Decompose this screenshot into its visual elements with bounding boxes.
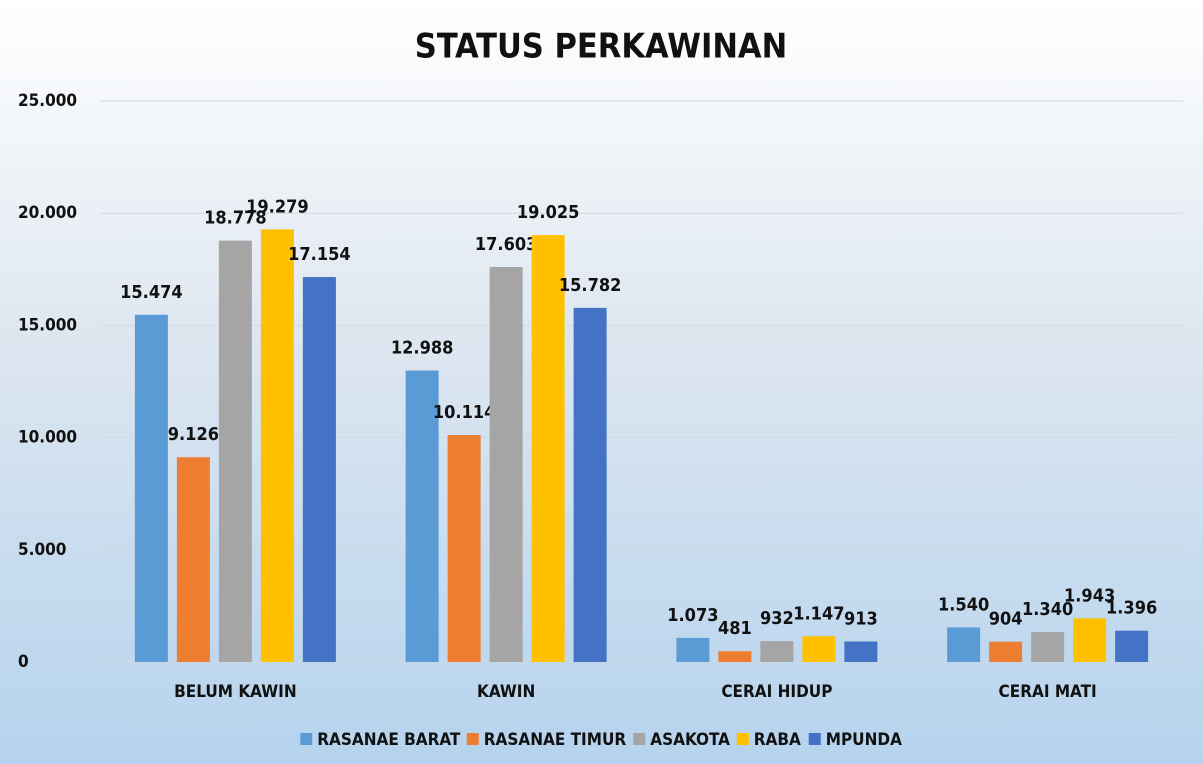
value-label: 481 bbox=[718, 618, 752, 639]
legend-label: RASANAE BARAT bbox=[317, 730, 461, 750]
bar bbox=[176, 457, 210, 662]
value-label: 19.279 bbox=[246, 196, 309, 217]
x-tick-label: CERAI HIDUP bbox=[721, 682, 832, 702]
y-tick-label: 15.000 bbox=[18, 315, 77, 335]
value-label: 1.147 bbox=[793, 603, 844, 624]
value-label: 1.340 bbox=[1022, 599, 1073, 620]
value-label: 1.540 bbox=[938, 594, 989, 615]
legend-label: RABA bbox=[754, 730, 801, 750]
bar bbox=[405, 370, 439, 662]
value-label: 17.154 bbox=[288, 244, 351, 265]
bar bbox=[989, 641, 1023, 662]
value-label: 1.396 bbox=[1106, 598, 1157, 619]
bar bbox=[844, 641, 878, 662]
bar bbox=[947, 627, 981, 662]
bar bbox=[573, 307, 607, 662]
bar bbox=[489, 266, 523, 662]
y-tick-label: 5.000 bbox=[18, 540, 66, 560]
value-label: 9.126 bbox=[168, 424, 219, 445]
legend-swatch bbox=[300, 733, 313, 745]
bar bbox=[760, 641, 794, 662]
legend-swatch bbox=[633, 733, 646, 745]
value-label: 913 bbox=[844, 609, 878, 630]
value-label: 1.073 bbox=[667, 605, 718, 626]
value-label: 1.943 bbox=[1064, 585, 1115, 606]
bar bbox=[134, 314, 168, 662]
legend-label: ASAKOTA bbox=[650, 730, 730, 750]
value-label: 932 bbox=[760, 608, 794, 629]
bar bbox=[1115, 630, 1149, 662]
legend-swatch bbox=[808, 733, 821, 745]
value-label: 904 bbox=[989, 609, 1023, 630]
bar bbox=[531, 235, 565, 663]
y-tick-label: 25.000 bbox=[18, 91, 77, 111]
bar bbox=[218, 240, 252, 662]
bar bbox=[718, 651, 752, 662]
y-tick-label: 20.000 bbox=[18, 203, 77, 223]
value-label: 15.474 bbox=[120, 282, 183, 303]
y-tick-label: 10.000 bbox=[18, 428, 77, 448]
bar bbox=[447, 435, 481, 662]
bar bbox=[1031, 631, 1065, 662]
x-tick-label: CERAI MATI bbox=[999, 682, 1097, 702]
value-label: 12.988 bbox=[391, 338, 454, 359]
value-label: 19.025 bbox=[517, 202, 580, 223]
value-label: 18.778 bbox=[204, 208, 267, 229]
x-tick-label: KAWIN bbox=[477, 682, 535, 702]
bar bbox=[802, 636, 836, 662]
legend-label: RASANAE TIMUR bbox=[484, 730, 627, 750]
y-tick-label: 0 bbox=[18, 652, 29, 672]
bar bbox=[1073, 618, 1107, 662]
x-tick-label: BELUM KAWIN bbox=[174, 682, 297, 702]
value-label: 10.114 bbox=[433, 402, 496, 423]
legend-label: MPUNDA bbox=[826, 730, 902, 750]
bar bbox=[302, 277, 336, 662]
chart-title: STATUS PERKAWINAN bbox=[415, 27, 787, 67]
bar bbox=[676, 637, 710, 662]
value-label: 17.603 bbox=[475, 234, 538, 255]
legend-swatch bbox=[736, 733, 749, 745]
bar bbox=[260, 229, 294, 662]
value-label: 15.782 bbox=[559, 275, 622, 296]
legend-swatch bbox=[466, 733, 479, 745]
